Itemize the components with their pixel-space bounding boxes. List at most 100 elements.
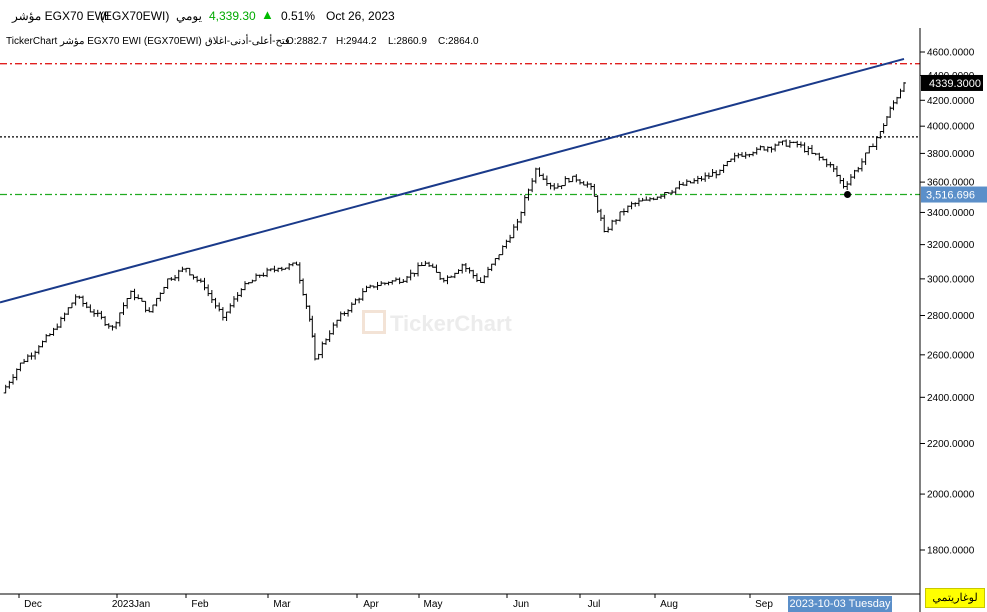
ohlc-bar <box>397 277 402 285</box>
ohlc-bar <box>180 266 185 273</box>
price-tick-label: 3400.0000 <box>927 208 975 219</box>
ohlc-bar <box>838 174 843 184</box>
series-info-bar: TickerChart مؤشر EGX70 EWI (EGX70EWI) فت… <box>0 32 920 50</box>
time-tick-label: Sep <box>755 599 773 610</box>
watermark-icon <box>362 310 386 334</box>
ohlc-bar <box>856 166 861 173</box>
ohlc-bar <box>276 267 281 273</box>
ohlc-bar <box>717 169 722 176</box>
ohlc-bar <box>110 325 115 331</box>
ohlc-bar <box>595 195 600 213</box>
time-tick-label: Jun <box>513 599 529 610</box>
ohlc-bar <box>206 284 211 297</box>
time-tick-label: Apr <box>363 599 379 610</box>
ohlc-bar <box>136 294 141 300</box>
ohlc-bar <box>813 152 818 156</box>
ohlc-bar <box>92 309 97 317</box>
ohlc-bar <box>106 323 111 329</box>
ohlc-bar <box>125 298 130 309</box>
ohlc-bar <box>438 271 443 280</box>
ohlc-bar <box>898 88 903 99</box>
marker-dot <box>844 191 852 199</box>
ohlc-bar <box>773 143 778 152</box>
ohlc-bar <box>312 333 317 361</box>
ohlc-bar <box>533 167 538 184</box>
ohlc-bar <box>902 82 906 93</box>
ohlc-bar <box>73 294 78 306</box>
ohlc-bar <box>29 352 34 360</box>
symbol-code: (EGX70EWI) <box>100 9 170 23</box>
ohlc-bar <box>217 302 222 312</box>
ohlc-bar <box>493 258 498 266</box>
price-tick-label: 4200.0000 <box>927 96 975 107</box>
ohlc-bar <box>375 281 380 290</box>
ohlc-bar <box>791 141 796 144</box>
price-tick-label: 3600.0000 <box>927 178 975 189</box>
ohlc-bar <box>434 264 439 273</box>
ohlc-bar <box>740 152 745 157</box>
ohlc-bar <box>629 201 634 210</box>
ohlc-bar <box>346 309 351 317</box>
ohlc-bar <box>268 268 273 272</box>
ohlc-bar <box>784 139 789 147</box>
level-label: 3,516.696 <box>926 190 975 202</box>
ohlc-label: فتح-أعلى-أدنى-اغلاق <box>205 36 290 47</box>
up-arrow-icon: ▲ <box>261 7 274 22</box>
ohlc-bar <box>419 262 424 267</box>
ohlc-bar <box>191 274 196 280</box>
ohlc-bar <box>44 334 49 343</box>
ohlc-bar <box>891 100 896 111</box>
ohlc-bar <box>845 181 850 190</box>
ohlc-bar <box>776 141 781 146</box>
ohlc-bar <box>762 146 767 151</box>
ohlc-bar <box>84 301 89 309</box>
ohlc-bar <box>25 354 30 363</box>
ohlc-bar <box>404 275 409 283</box>
ohlc-bar <box>169 277 174 281</box>
ohlc-bar <box>552 183 557 191</box>
ohlc-bar <box>681 182 686 186</box>
ohlc-bar <box>150 304 155 313</box>
ohlc-bar <box>662 192 667 199</box>
ohlc-bar <box>379 281 384 287</box>
ohlc-bar <box>526 188 531 201</box>
ohlc-bar <box>555 183 560 189</box>
ohlc-bar <box>235 292 240 302</box>
price-axis: 1800.0000 2000.0000 2200.0000 2400.0000 2600… <box>920 48 975 557</box>
period-label[interactable]: يومي <box>176 9 202 23</box>
price-tick-label: 4000.0000 <box>927 122 975 133</box>
ohlc-bar <box>331 322 336 335</box>
ohlc-bar <box>870 143 875 148</box>
ohlc-bar <box>751 151 756 157</box>
marker-group <box>844 191 852 199</box>
ohlc-bar <box>114 321 119 330</box>
ohlc-bar <box>633 202 638 207</box>
ohlc-bar <box>522 195 527 216</box>
log-scale-button[interactable]: لوغاريتمي <box>925 588 985 608</box>
ohlc-bar <box>670 189 675 195</box>
ohlc-bar <box>655 196 660 200</box>
ohlc-bar <box>602 214 607 233</box>
ohlc-bar <box>714 170 719 179</box>
ohlc-bar <box>265 267 270 278</box>
source-label: TickerChart <box>6 36 58 47</box>
ohlc-bar <box>95 309 100 317</box>
ohlc-bar <box>606 226 611 233</box>
ohlc-bar <box>798 141 803 148</box>
ohlc-bar <box>242 281 247 291</box>
ohlc-bar <box>732 152 737 163</box>
price-tick-label: 2400.0000 <box>927 393 975 404</box>
ohlc-bar <box>239 288 244 298</box>
ohlc-bar <box>342 311 347 316</box>
ohlc-bar <box>710 168 715 177</box>
ohlc-bar <box>504 239 509 249</box>
ohlc-bar <box>640 197 645 202</box>
ohlc-bar <box>610 219 615 231</box>
ohlc-bar <box>809 144 814 155</box>
high-value: H:2944.2 <box>336 36 377 47</box>
ohlc-bar <box>323 338 328 345</box>
ohlc-bar <box>500 245 505 256</box>
ohlc-bar <box>132 288 137 301</box>
ohlc-bar <box>335 319 340 328</box>
